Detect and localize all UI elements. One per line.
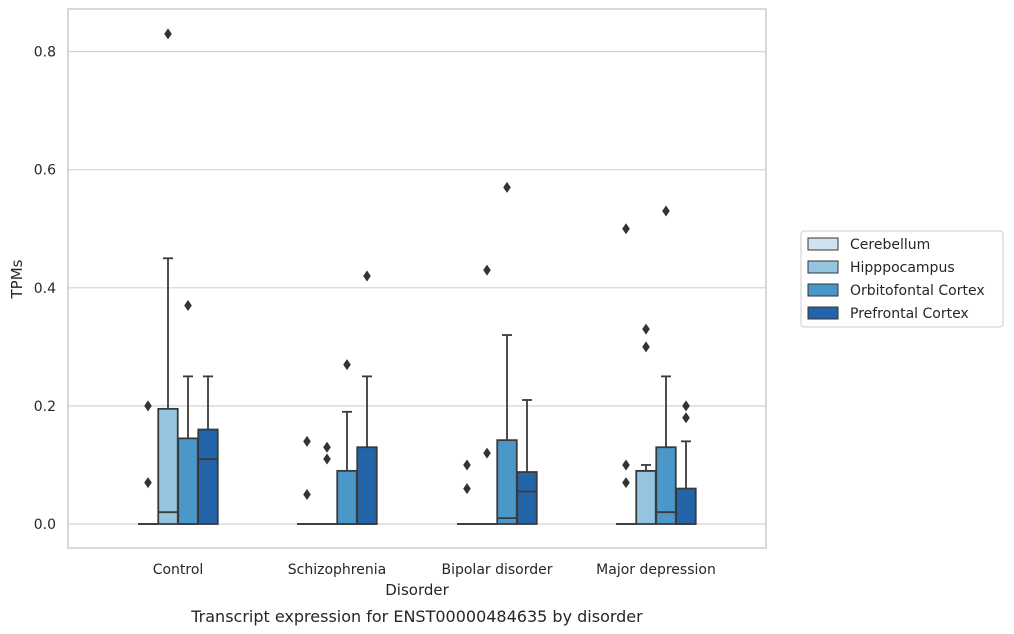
box-orbitofontal-cortex-0 xyxy=(177,300,199,525)
legend-label: Hipppocampus xyxy=(850,260,955,276)
legend-frame xyxy=(800,230,1004,328)
outlier-point xyxy=(642,323,650,335)
box-orbitofontal-cortex-1 xyxy=(336,359,358,525)
box-hipppocampus-0 xyxy=(157,28,179,525)
box-cerebellum-1 xyxy=(297,435,317,525)
outlier-point xyxy=(622,223,630,235)
x-tick-label: Control xyxy=(153,562,204,578)
y-tick-label: 0.8 xyxy=(34,45,56,61)
box-hipppocampus-1 xyxy=(317,441,337,525)
outlier-point xyxy=(303,435,311,447)
box-cerebellum-2 xyxy=(457,459,477,525)
box-body xyxy=(336,469,358,525)
box-orbitofontal-cortex-3 xyxy=(655,205,677,525)
y-axis-ticks: 0.0 0.2 0.4 0.6 0.8 xyxy=(34,45,56,533)
figure-caption: Transcript expression for ENST0000048463… xyxy=(190,607,643,626)
outlier-point xyxy=(184,300,192,312)
box-body xyxy=(516,471,538,525)
box-body xyxy=(157,407,179,525)
plot-frame xyxy=(67,8,767,549)
legend-label: Prefrontal Cortex xyxy=(850,306,969,322)
box-body xyxy=(496,439,518,525)
x-tick-label: Major depression xyxy=(596,562,716,578)
legend-swatch xyxy=(807,237,839,251)
box-prefrontal-cortex-0 xyxy=(197,375,219,525)
box-cerebellum-0 xyxy=(138,400,158,525)
legend-swatch xyxy=(807,283,839,297)
outlier-point xyxy=(363,270,371,282)
box-prefrontal-cortex-1 xyxy=(356,270,378,525)
outlier-point xyxy=(463,483,471,495)
outlier-point xyxy=(682,400,690,412)
outlier-point xyxy=(642,341,650,353)
box-orbitofontal-cortex-2 xyxy=(496,181,518,525)
x-axis-title: Disorder xyxy=(385,581,449,599)
outlier-point xyxy=(483,264,491,276)
legend-label: Cerebellum xyxy=(850,237,930,253)
box-hipppocampus-2 xyxy=(477,264,497,525)
legend-swatch xyxy=(807,306,839,320)
outlier-point xyxy=(343,359,351,371)
outlier-point xyxy=(144,400,152,412)
y-tick-label: 0.6 xyxy=(34,163,56,179)
box-hipppocampus-3 xyxy=(635,323,657,525)
y-tick-label: 0.0 xyxy=(34,517,56,533)
box-prefrontal-cortex-2 xyxy=(516,399,538,525)
y-tick-label: 0.4 xyxy=(34,281,56,297)
outlier-point xyxy=(503,181,511,193)
outlier-point xyxy=(662,205,670,217)
box-body xyxy=(177,437,199,525)
box-cerebellum-3 xyxy=(616,223,636,525)
box-prefrontal-cortex-3 xyxy=(675,400,697,525)
box-body xyxy=(197,428,219,525)
y-tick-label: 0.2 xyxy=(34,399,56,415)
box-body xyxy=(356,446,378,525)
legend-label: Orbitofontal Cortex xyxy=(850,283,985,299)
outlier-point xyxy=(682,412,690,424)
outlier-point xyxy=(622,459,630,471)
outlier-point xyxy=(144,477,152,489)
outlier-point xyxy=(483,447,491,459)
legend: Cerebellum Hipppocampus Orbitofontal Corte… xyxy=(800,230,1004,328)
outlier-point xyxy=(323,453,331,465)
outlier-point xyxy=(622,477,630,489)
boxes xyxy=(138,28,697,525)
outlier-point xyxy=(164,28,172,40)
outlier-point xyxy=(303,488,311,500)
outlier-point xyxy=(463,459,471,471)
x-tick-label: Bipolar disorder xyxy=(441,562,552,578)
box-body xyxy=(655,446,677,525)
outlier-point xyxy=(323,441,331,453)
x-tick-label: Schizophrenia xyxy=(288,562,386,578)
x-axis-ticks: Control Schizophrenia Bipolar disorder Majo… xyxy=(153,562,716,578)
box-body xyxy=(635,469,657,525)
box-body xyxy=(675,487,697,525)
y-axis-title: TPMs xyxy=(8,259,26,299)
legend-swatch xyxy=(807,260,839,274)
